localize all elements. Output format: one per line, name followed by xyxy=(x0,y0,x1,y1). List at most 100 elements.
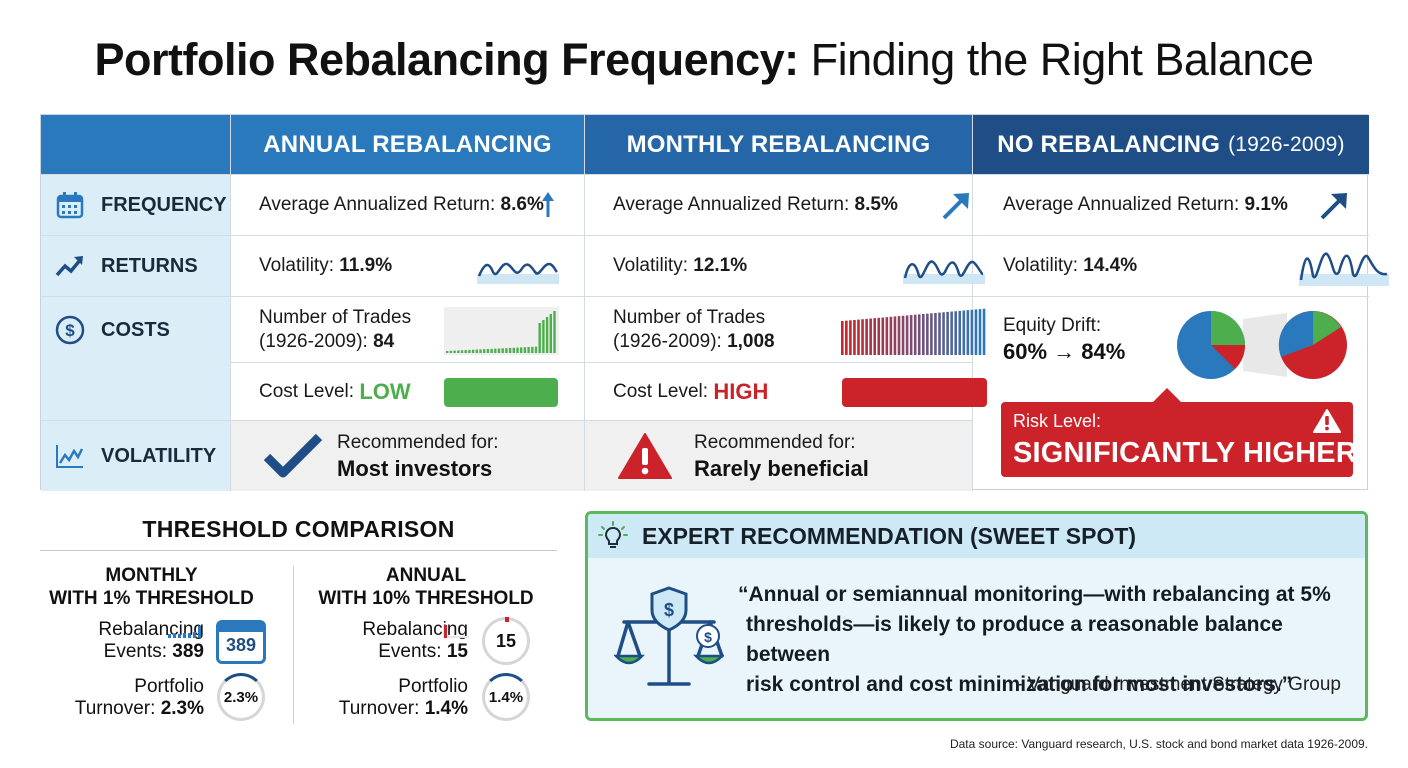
donut-value: 2.3% xyxy=(223,688,259,706)
row-label-text: VOLATILITY xyxy=(101,444,217,467)
glyph-bar xyxy=(553,311,556,353)
trades-value: 1,008 xyxy=(727,330,775,352)
trades-label-2: (1926-2009): xyxy=(259,330,368,352)
data-source-note: Data source: Vanguard research, U.S. sto… xyxy=(949,737,1368,751)
glyph-bar xyxy=(917,314,921,355)
monthly-cost-cell: Cost Level: HIGH xyxy=(585,363,987,421)
column-header-annual: ANNUAL REBALANCING xyxy=(231,115,585,175)
expert-attribution: - Vanguard Investment Strategy Group xyxy=(1016,674,1341,695)
glyph-bar xyxy=(468,349,471,353)
arrow-up-icon xyxy=(542,192,554,217)
row-label-text: RETURNS xyxy=(101,254,198,277)
row-label-volatility: VOLATILITY xyxy=(41,421,231,491)
monthly-volatility-cell: Volatility: 12.1% xyxy=(585,236,985,297)
glyph-bar xyxy=(897,316,901,355)
left-turnover-label: Portfolio Turnover: 2.3% xyxy=(40,676,204,720)
glyph-bar xyxy=(531,346,534,353)
mini-bar-chart-icon xyxy=(168,626,201,638)
expert-recommendation-panel: EXPERT RECOMMENDATION (SWEET SPOT) $ $ “… xyxy=(585,511,1368,721)
arrow-diagonal-up-icon xyxy=(942,193,969,220)
return-label: Average Annualized Return: xyxy=(613,194,850,215)
calendar-icon: 389 xyxy=(216,620,266,664)
none-drift-cell: Equity Drift: 60% → 84% xyxy=(973,297,1369,421)
glyph-bar xyxy=(869,318,872,355)
glyph-bar xyxy=(460,350,464,353)
expert-heading: EXPERT RECOMMENDATION (SWEET SPOT) xyxy=(588,514,1365,558)
events-donut: 15 xyxy=(482,617,530,665)
label-line: Portfolio xyxy=(398,676,468,697)
trades-label-1: Number of Trades xyxy=(613,306,766,328)
trades-label-2: (1926-2009): xyxy=(613,330,722,352)
glyph-bar xyxy=(922,314,925,355)
turnover-donut: 2.3% xyxy=(217,673,265,721)
trades-bar-chart-icon xyxy=(841,308,986,355)
glyph-bar xyxy=(527,347,530,353)
volatility-value: 14.4% xyxy=(1083,255,1138,276)
volatility-wave-icon xyxy=(903,260,985,284)
quote-line: thresholds—is likely to produce a reason… xyxy=(746,613,1283,666)
volatility-label: Volatility: xyxy=(613,255,688,276)
risk-level-callout: Risk Level: SIGNIFICANTLY HIGHER xyxy=(1001,388,1357,477)
glyph-bar xyxy=(909,315,913,355)
glyph-bar xyxy=(483,349,486,353)
divider xyxy=(40,550,557,551)
cost-label: Cost Level: xyxy=(259,380,355,402)
warning-icon xyxy=(1313,409,1341,433)
donut-value: 15 xyxy=(495,630,517,651)
calendar-icon xyxy=(55,190,85,220)
glyph-bar xyxy=(449,350,453,353)
glyph-bar xyxy=(978,309,982,355)
glyph-bar xyxy=(508,347,512,353)
expert-heading-text: EXPERT RECOMMENDATION (SWEET SPOT) xyxy=(642,522,1137,549)
return-value: 9.1% xyxy=(1244,194,1288,215)
glyph-bar xyxy=(505,348,508,353)
glyph-bar xyxy=(453,350,456,353)
column-header-label: NO REBALANCING xyxy=(997,130,1221,158)
corner-header xyxy=(41,115,231,175)
drift-label: Equity Drift: xyxy=(1003,315,1102,336)
glyph-bar xyxy=(974,309,978,355)
glyph-bar xyxy=(494,348,497,353)
label-line: Turnover: xyxy=(338,698,420,719)
quote-line: risk control and cost minimization for m… xyxy=(746,673,1293,696)
svg-text:$: $ xyxy=(704,629,712,645)
threshold-title: THRESHOLD COMPARISON xyxy=(142,516,455,542)
volatility-label: Volatility: xyxy=(1003,255,1078,276)
recommend-label: Recommended for: xyxy=(694,432,856,453)
glyph-bar xyxy=(538,323,541,353)
glyph-bar xyxy=(497,348,501,353)
arrow-diagonal-up-icon xyxy=(1320,193,1347,220)
glyph-bar xyxy=(873,318,876,355)
glyph-bar xyxy=(905,315,909,355)
glyph-bar xyxy=(512,347,515,353)
volatility-wave-icon xyxy=(1299,252,1389,286)
glyph-bar xyxy=(954,311,957,355)
glyph-bar xyxy=(464,350,467,353)
title-rest: Finding the Right Balance xyxy=(810,34,1314,85)
glyph-bar xyxy=(889,316,893,355)
comparison-table: ANNUAL REBALANCING MONTHLY REBALANCING N… xyxy=(40,114,1389,491)
warning-icon xyxy=(618,433,672,479)
mini-bar-chart-icon xyxy=(443,625,469,638)
turnover-donut: 1.4% xyxy=(482,673,530,721)
row-label-costs: $ COSTS xyxy=(41,297,231,363)
glyph-bar xyxy=(934,312,937,355)
trades-value: 84 xyxy=(373,330,395,352)
page-title: Portfolio Rebalancing Frequency: Finding… xyxy=(0,34,1408,86)
glyph-bar xyxy=(966,310,970,355)
glyph-bar xyxy=(486,349,490,353)
none-volatility-cell: Volatility: 14.4% xyxy=(973,236,1389,297)
line-chart-icon xyxy=(55,441,85,471)
events-value: 389 xyxy=(172,641,204,662)
return-label: Average Annualized Return: xyxy=(259,194,496,215)
row-label-text: COSTS xyxy=(101,318,170,341)
glyph-bar xyxy=(523,347,527,353)
glyph-bar xyxy=(475,349,478,353)
annual-return-cell: Average Annualized Return: 8.6% xyxy=(231,175,585,236)
divider xyxy=(293,566,294,724)
glyph-bar xyxy=(490,348,493,353)
glyph-bar xyxy=(520,347,523,353)
glyph-bar xyxy=(457,350,460,353)
balance-scale-icon: $ $ xyxy=(614,586,724,686)
volatility-wave-icon xyxy=(477,262,559,284)
